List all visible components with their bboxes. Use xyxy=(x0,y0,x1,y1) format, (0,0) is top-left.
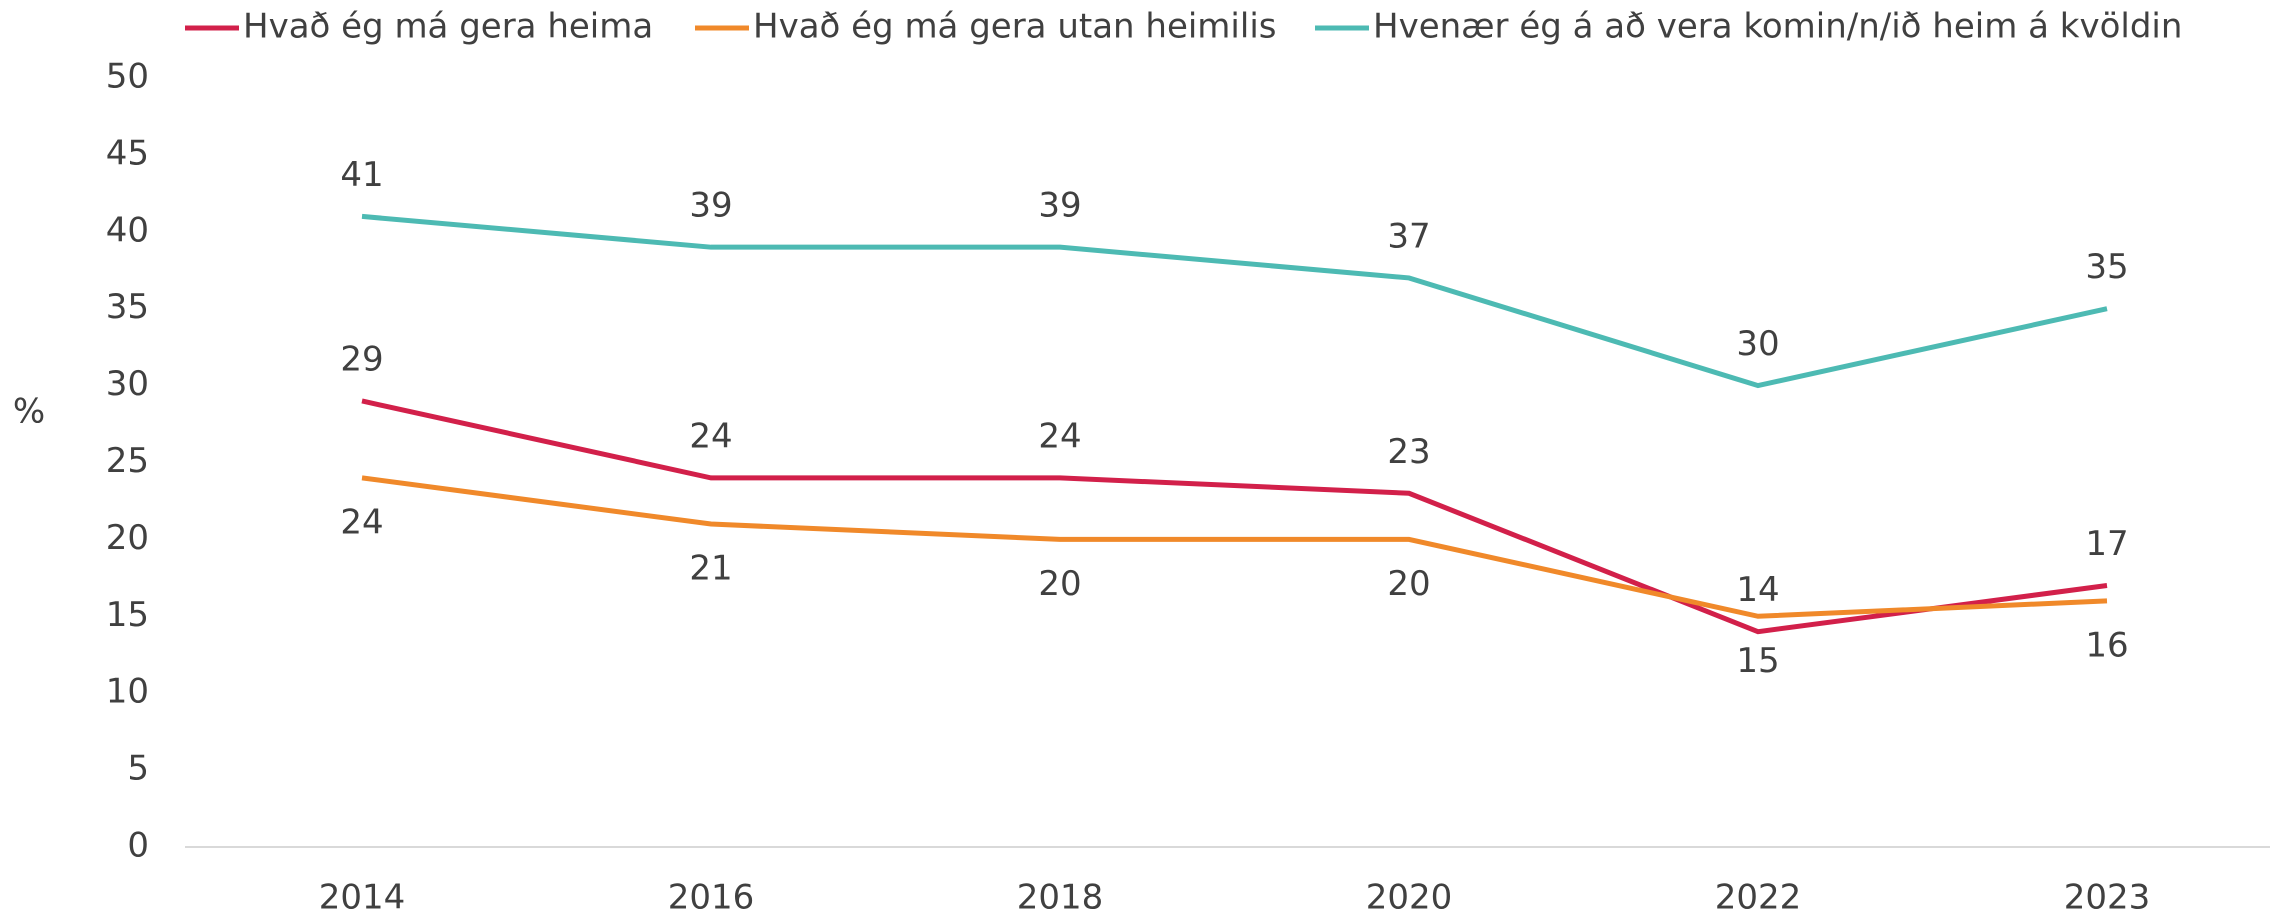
x-tick-label: 2018 xyxy=(1017,878,1104,917)
y-tick-label: 5 xyxy=(127,749,149,789)
y-tick-label: 50 xyxy=(106,57,149,97)
legend-label: Hvenær ég á að vera komin/n/ið heim á kv… xyxy=(1373,7,2182,47)
y-tick-label: 10 xyxy=(106,672,149,712)
line xyxy=(361,398,2108,635)
y-tick-label: 15 xyxy=(106,595,149,635)
line xyxy=(361,475,2108,619)
data-label: 20 xyxy=(1387,564,1430,604)
data-label: 37 xyxy=(1387,216,1430,256)
data-label: 29 xyxy=(340,339,383,379)
y-tick-label: 20 xyxy=(106,518,149,558)
data-label: 39 xyxy=(689,186,732,226)
y-axis-label: % xyxy=(13,392,45,432)
y-tick-label: 0 xyxy=(127,826,149,866)
data-label: 39 xyxy=(1038,186,1081,226)
x-tick-label: 2022 xyxy=(1715,878,1802,917)
legend-label: Hvað ég má gera utan heimilis xyxy=(753,7,1276,47)
y-tick-label: 25 xyxy=(106,441,149,481)
data-label: 16 xyxy=(2085,625,2128,665)
data-label: 24 xyxy=(689,416,732,456)
data-label: 15 xyxy=(1736,641,1779,681)
data-label: 20 xyxy=(1038,564,1081,604)
x-tick-label: 2016 xyxy=(668,878,755,917)
data-label: 14 xyxy=(1736,570,1779,610)
data-label: 41 xyxy=(340,155,383,195)
data-label: 35 xyxy=(2085,247,2128,287)
x-tick-label: 2020 xyxy=(1366,878,1453,917)
x-tick-label: 2014 xyxy=(319,878,406,917)
y-tick-label: 45 xyxy=(106,133,149,173)
y-tick-label: 40 xyxy=(106,210,149,250)
data-label: 23 xyxy=(1387,432,1430,472)
data-label: 24 xyxy=(1038,416,1081,456)
y-tick-label: 35 xyxy=(106,287,149,327)
data-label: 30 xyxy=(1736,324,1779,364)
legend-label: Hvað ég má gera heima xyxy=(243,7,653,47)
data-label: 21 xyxy=(689,549,732,589)
line xyxy=(361,213,2108,389)
x-tick-label: 2023 xyxy=(2064,878,2151,917)
data-label: 17 xyxy=(2085,524,2128,564)
y-tick-label: 30 xyxy=(106,364,149,404)
data-label: 24 xyxy=(340,502,383,542)
